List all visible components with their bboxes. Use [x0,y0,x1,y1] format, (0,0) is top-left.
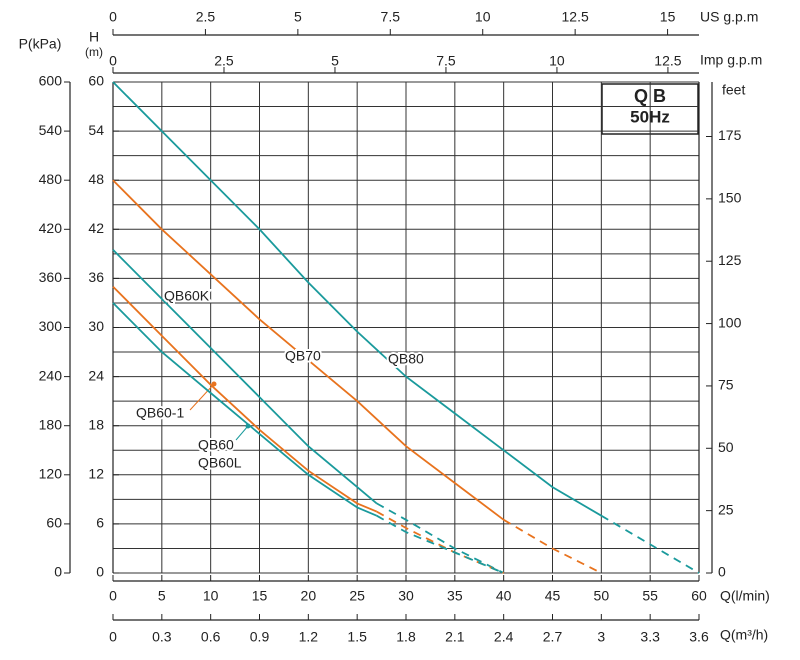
tick-label: 1.5 [347,629,367,645]
tick-label: 100 [718,314,742,330]
tick-label: 75 [718,377,734,393]
tick-label: 60 [691,588,707,604]
curve-dashed [600,514,700,574]
tick-label: 125 [718,252,742,268]
tick-label: 50 [594,588,610,604]
curve-dashed [503,519,602,574]
tick-label: 2.5 [196,9,216,25]
tick-label: 0 [109,53,117,69]
tick-label: 3 [597,629,605,645]
tick-label: 15 [660,9,676,25]
tick-label: 0 [109,9,117,25]
tick-label: 0 [54,564,62,580]
tick-label: 25 [718,501,734,517]
tick-label: 180 [39,416,63,432]
curve [112,179,505,521]
tick-label: 120 [39,466,63,482]
curve-label: QB60K [164,288,210,304]
tick-label: 55 [642,588,658,604]
tick-label: 0.6 [201,629,221,645]
tick-label: 12.5 [654,53,681,69]
tick-label: 50 [718,439,734,455]
tick-label: 12 [88,466,104,482]
tick-label: 480 [39,171,63,187]
tick-label: 420 [39,220,63,236]
tick-label: 40 [496,588,512,604]
tick-label: 0 [109,629,117,645]
leader-dot [211,381,217,387]
tick-label: 600 [39,73,63,89]
tick-label: 35 [447,588,463,604]
tick-label: 0 [96,564,104,580]
grid [112,81,700,574]
tick-label: 0.9 [250,629,270,645]
tick-label: 10 [549,53,565,69]
y3-axis-label: feet [722,82,745,98]
tick-label: 45 [545,588,561,604]
tick-label: 5 [158,588,166,604]
tick-label: 150 [718,190,742,206]
tick-label: 1.8 [396,629,416,645]
tick-label: 10 [203,588,219,604]
tick-label: 24 [88,367,104,383]
leader-line [235,425,249,441]
tick-label: 30 [398,588,414,604]
y2-axis-label: P(kPa) [19,36,62,52]
tick-label: 2.1 [445,629,465,645]
curve-dashed [376,502,505,574]
curve-dashed [376,514,505,574]
curve-label: QB60L [198,455,242,471]
curve [112,285,378,513]
tick-label: 3.3 [640,629,660,645]
x4-axis-label: Imp g.p.m [700,52,762,68]
tick-label: 30 [88,318,104,334]
tick-label: 42 [88,220,104,236]
y-axis-label: H [89,29,99,45]
tick-label: 7.5 [381,9,401,25]
x2-axis-label: Q(m³/h) [720,627,768,643]
tick-label: 1.2 [299,629,319,645]
x3-axis-label: US g.p.m [700,9,758,25]
curve-label: QB70 [285,348,321,364]
curve [112,249,378,505]
tick-label: 6 [96,515,104,531]
tick-label: 10 [475,9,491,25]
tick-label: 15 [252,588,268,604]
tick-label: 60 [88,73,104,89]
tick-label: 36 [88,269,104,285]
tick-label: 0 [718,564,726,580]
tick-label: 5 [331,53,339,69]
tick-label: 0 [109,588,117,604]
tick-label: 5 [294,9,302,25]
tick-label: 25 [349,588,365,604]
curve-label: QB60-1 [136,405,184,421]
tick-label: 175 [718,127,742,143]
curve [112,81,602,517]
tick-label: 48 [88,171,104,187]
tick-label: 0.3 [152,629,172,645]
curve-label: QB60 [198,437,234,453]
tick-label: 2.5 [214,53,234,69]
y-axis-unit: (m) [85,45,103,59]
tick-label: 20 [301,588,317,604]
curve [112,302,378,517]
leader-dot [245,423,251,429]
tick-label: 12.5 [562,9,589,25]
tick-label: 60 [46,515,62,531]
tick-label: 18 [88,416,104,432]
tick-label: 54 [88,122,104,138]
curve-dashed [376,510,505,574]
tick-label: 360 [39,269,63,285]
x-axis-label: Q(l/min) [720,588,770,604]
tick-label: 2.7 [543,629,563,645]
tick-label: 2.4 [494,629,514,645]
tick-label: 540 [39,122,63,138]
tick-label: 7.5 [436,53,456,69]
tick-label: 300 [39,318,63,334]
tick-label: 3.6 [689,629,709,645]
curve-label: QB80 [388,351,424,367]
tick-label: 240 [39,367,63,383]
leader-line [189,383,215,411]
